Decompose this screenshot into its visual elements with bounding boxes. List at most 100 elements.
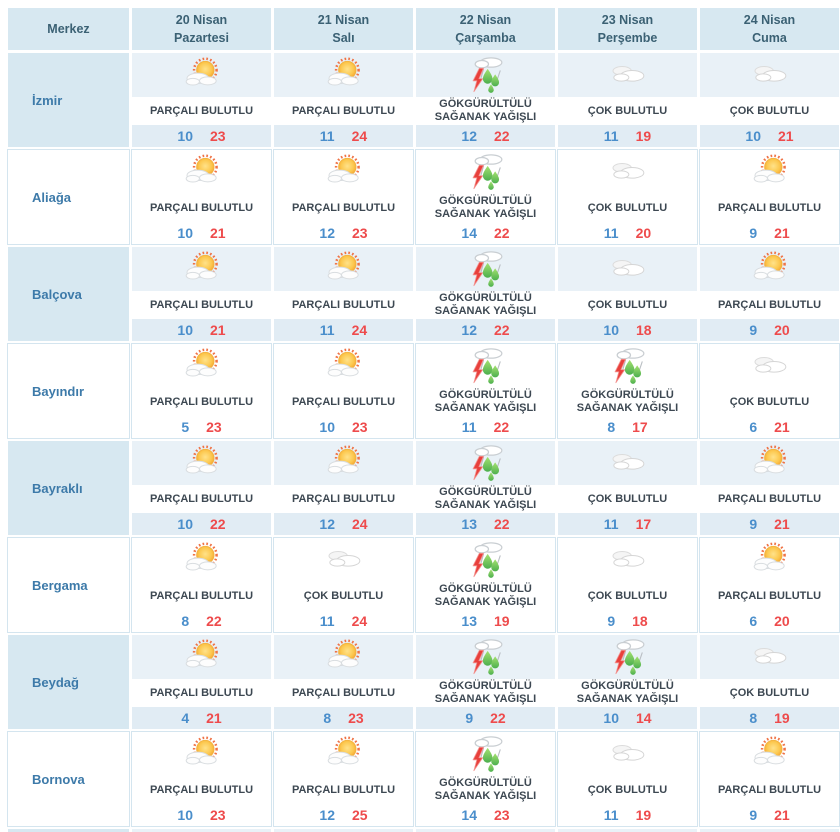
- weather-icon-strip: [558, 344, 697, 388]
- condition-label: PARÇALI BULUTLU: [291, 104, 396, 117]
- temperature-strip: 9 22: [416, 707, 555, 729]
- forecast-cell: PARÇALI BULUTLU 5 23: [132, 344, 271, 438]
- condition-label: ÇOK BULUTLU: [587, 298, 668, 311]
- temperature-strip: 14 22: [416, 222, 555, 244]
- weather-icon-strip: [132, 441, 271, 485]
- max-temperature: 22: [493, 419, 510, 435]
- condition-strip: ÇOK BULUTLU: [558, 776, 697, 804]
- condition-label: PARÇALI BULUTLU: [291, 298, 396, 311]
- condition-strip: ÇOK BULUTLU: [558, 485, 697, 513]
- min-temperature: 9: [749, 225, 758, 241]
- min-temperature: 12: [461, 128, 477, 144]
- condition-label: GÖKGÜRÜLTÜLÜ SAĞANAK YAĞIŞLI: [576, 680, 679, 705]
- condition-label: ÇOK BULUTLU: [587, 201, 668, 214]
- max-temperature: 20: [635, 225, 652, 241]
- max-temperature: 22: [490, 710, 506, 726]
- forecast-cell: ÇOK BULUTLU 11 19: [558, 53, 697, 147]
- max-temperature: 25: [352, 807, 368, 823]
- forecast-cell: PARÇALI BULUTLU 9 21: [700, 732, 839, 826]
- max-temperature: 21: [210, 322, 226, 338]
- district-name-cell: Bayındır: [8, 344, 129, 438]
- weather-icon-strip: [558, 441, 697, 485]
- table-row: İzmir PARÇALI BULUTLU 10 23 PARÇALI BULUTLU 1…: [8, 53, 840, 147]
- day-header-date: 24 Nisan: [743, 12, 796, 27]
- district-name: Balçova: [32, 286, 82, 302]
- condition-strip: ÇOK BULUTLU: [558, 194, 697, 222]
- district-name: Bayraklı: [32, 480, 83, 496]
- temperature-strip: 10 21: [132, 222, 271, 244]
- partial-next-row: [8, 829, 840, 832]
- forecast-cell: ÇOK BULUTLU 11 20: [558, 150, 697, 244]
- condition-label: GÖKGÜRÜLTÜLÜ SAĞANAK YAĞIŞLI: [434, 583, 537, 608]
- condition-label: GÖKGÜRÜLTÜLÜ SAĞANAK YAĞIŞLI: [576, 389, 679, 414]
- column-header-merkez: Merkez: [8, 8, 129, 50]
- weather-icon-strip: [700, 344, 839, 388]
- district-name-cell: Bayraklı: [8, 441, 129, 535]
- condition-strip: PARÇALI BULUTLU: [132, 388, 271, 416]
- cloudy-icon: [743, 55, 797, 95]
- condition-strip: PARÇALI BULUTLU: [132, 97, 271, 125]
- min-temperature: 10: [177, 516, 193, 532]
- condition-strip: PARÇALI BULUTLU: [274, 388, 413, 416]
- column-header-day: 23 Nisan Perşembe: [558, 8, 697, 50]
- weather-icon-strip: [132, 53, 271, 97]
- min-temperature: 10: [177, 128, 193, 144]
- condition-label: ÇOK BULUTLU: [587, 104, 668, 117]
- day-header-date: 20 Nisan: [175, 12, 228, 27]
- weather-icon-strip: [132, 732, 271, 776]
- forecast-cell: PARÇALI BULUTLU 11 24: [274, 247, 413, 341]
- temperature-strip: 12 23: [274, 222, 413, 244]
- condition-label: ÇOK BULUTLU: [587, 589, 668, 602]
- forecast-cell: PARÇALI BULUTLU 9 21: [700, 150, 839, 244]
- weather-icon-strip: [274, 441, 413, 485]
- min-temperature: 12: [319, 807, 335, 823]
- forecast-cell: GÖKGÜRÜLTÜLÜ SAĞANAK YAĞIŞLI 14 23: [416, 732, 555, 826]
- min-temperature: 6: [749, 419, 758, 435]
- min-temperature: 10: [745, 128, 761, 144]
- table-row: Bayraklı PARÇALI BULUTLU 10 22 PARÇALI BULUT…: [8, 441, 840, 535]
- condition-strip: PARÇALI BULUTLU: [132, 485, 271, 513]
- condition-label: PARÇALI BULUTLU: [149, 104, 254, 117]
- temperature-strip: 11 19: [558, 125, 697, 147]
- max-temperature: 24: [351, 128, 368, 144]
- condition-label: ÇOK BULUTLU: [729, 686, 810, 699]
- forecast-cell: PARÇALI BULUTLU 9 21: [700, 441, 839, 535]
- weather-icon-strip: [416, 538, 555, 582]
- weather-icon-strip: [416, 635, 555, 679]
- max-temperature: 20: [774, 613, 790, 629]
- condition-strip: GÖKGÜRÜLTÜLÜ SAĞANAK YAĞIŞLI: [416, 776, 555, 804]
- condition-strip: ÇOK BULUTLU: [558, 97, 697, 125]
- forecast-cell: GÖKGÜRÜLTÜLÜ SAĞANAK YAĞIŞLI 13 22: [416, 441, 555, 535]
- max-temperature: 23: [210, 807, 226, 823]
- min-temperature: 12: [319, 225, 335, 241]
- min-temperature: 13: [461, 516, 477, 532]
- cloudy-icon: [743, 346, 797, 386]
- condition-strip: PARÇALI BULUTLU: [274, 97, 413, 125]
- min-temperature: 5: [181, 419, 190, 435]
- min-temperature: 10: [319, 419, 335, 435]
- forecast-cell: GÖKGÜRÜLTÜLÜ SAĞANAK YAĞIŞLI 11 22: [416, 344, 555, 438]
- max-temperature: 24: [351, 322, 368, 338]
- condition-strip: ÇOK BULUTLU: [274, 582, 413, 610]
- temperature-strip: 9 18: [558, 610, 697, 632]
- min-temperature: 9: [749, 516, 758, 532]
- table-row: Balçova PARÇALI BULUTLU 10 21 PARÇALI BULUTL…: [8, 247, 840, 341]
- weather-icon-strip: [132, 150, 271, 194]
- condition-label: GÖKGÜRÜLTÜLÜ SAĞANAK YAĞIŞLI: [434, 292, 537, 317]
- temperature-strip: 14 23: [416, 804, 555, 826]
- cloudy-icon: [601, 443, 655, 483]
- district-name-cell: Bergama: [8, 538, 129, 632]
- condition-strip: GÖKGÜRÜLTÜLÜ SAĞANAK YAĞIŞLI: [558, 679, 697, 707]
- condition-strip: PARÇALI BULUTLU: [132, 291, 271, 319]
- condition-label: PARÇALI BULUTLU: [149, 201, 254, 214]
- column-header-day: 22 Nisan Çarşamba: [416, 8, 555, 50]
- forecast-cell: PARÇALI BULUTLU 12 24: [274, 441, 413, 535]
- temperature-strip: 5 23: [132, 416, 271, 438]
- forecast-cell: PARÇALI BULUTLU 10 21: [132, 247, 271, 341]
- condition-strip: GÖKGÜRÜLTÜLÜ SAĞANAK YAĞIŞLI: [416, 291, 555, 319]
- thunderstorm-icon: [459, 152, 513, 192]
- condition-strip: PARÇALI BULUTLU: [132, 776, 271, 804]
- condition-label: PARÇALI BULUTLU: [149, 686, 254, 699]
- condition-label: PARÇALI BULUTLU: [717, 589, 822, 602]
- temperature-strip: 12 22: [416, 125, 555, 147]
